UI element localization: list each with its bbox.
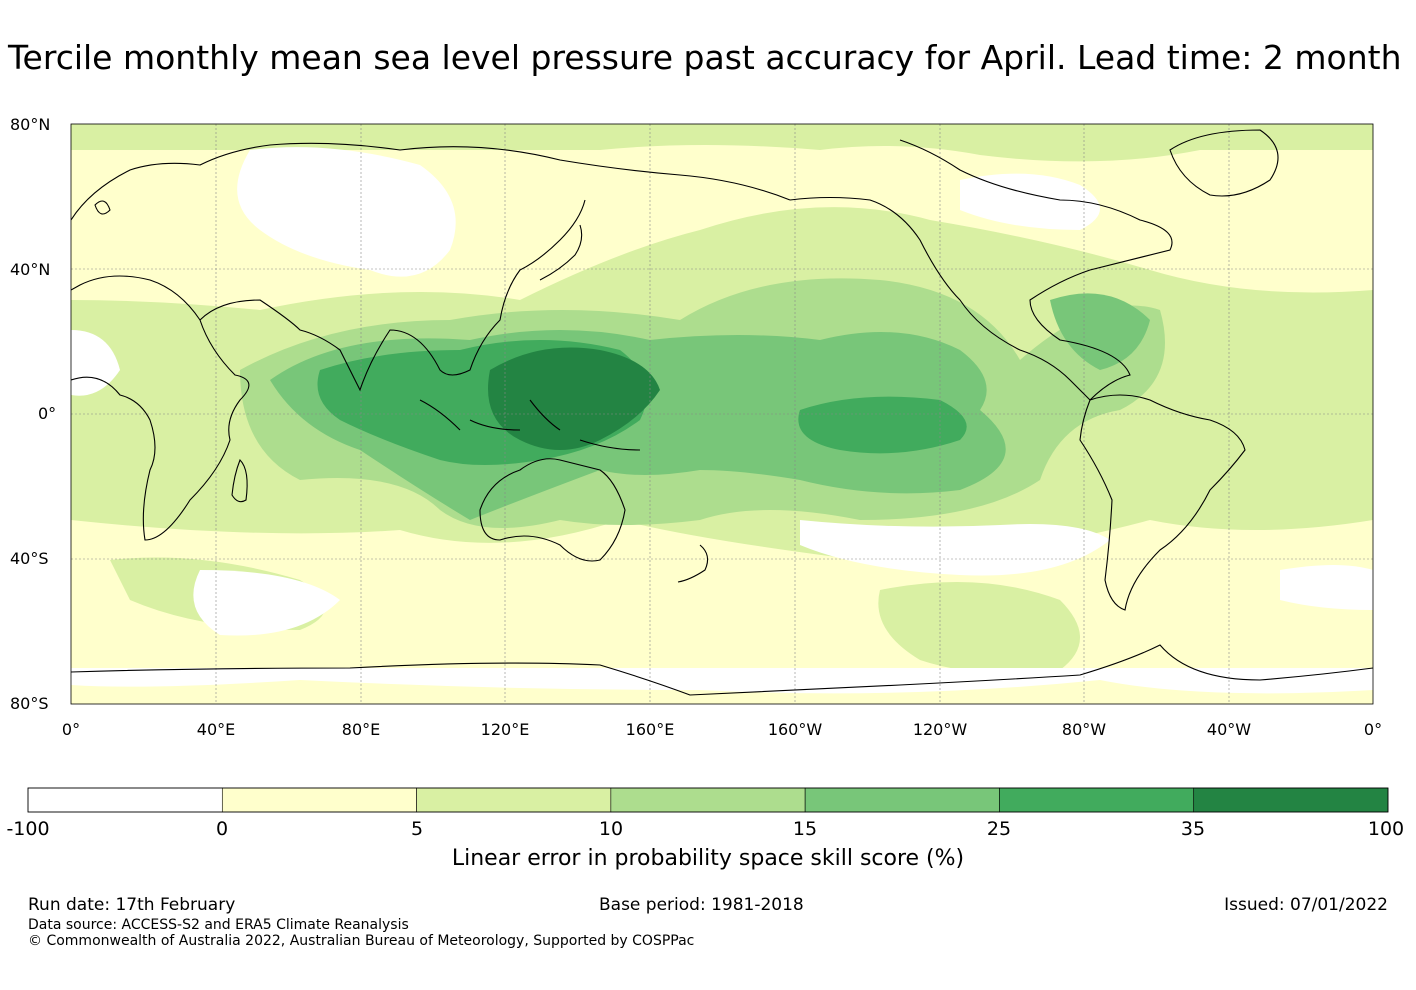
lon-tick-0-left: 0° (61, 720, 81, 739)
lon-tick-0-right: 0° (1363, 720, 1383, 739)
skill-map (70, 123, 1374, 705)
lat-tick-40s: 40°S (10, 549, 49, 568)
lon-tick-160w: 160°W (767, 720, 823, 739)
lat-tick-80s: 80°S (10, 694, 49, 713)
map-title: Tercile monthly mean sea level pressure … (8, 38, 1402, 77)
copyright: © Commonwealth of Australia 2022, Austra… (28, 933, 695, 949)
base-period: Base period: 1981-2018 (599, 895, 804, 915)
lon-tick-120w: 120°W (912, 720, 968, 739)
colorbar-cell (221, 787, 417, 813)
colorbar-title: Linear error in probability space skill … (451, 846, 965, 871)
lon-tick-160e: 160°E (625, 720, 675, 739)
lat-tick-0: 0° (38, 404, 57, 423)
colorbar-cell (27, 787, 223, 813)
coastlines (71, 129, 1373, 696)
colorbar-tick: 35 (1180, 818, 1206, 840)
data-source: Data source: ACCESS-S2 and ERA5 Climate … (28, 917, 409, 933)
colorbar-tick: -100 (6, 818, 50, 840)
lon-tick-120e: 120°E (480, 720, 530, 739)
graticule (71, 124, 1373, 704)
colorbar-tick: 15 (792, 818, 818, 840)
lon-tick-40w: 40°W (1206, 720, 1252, 739)
colorbar-tick: 10 (598, 818, 624, 840)
lon-tick-80e: 80°E (341, 720, 381, 739)
skill-field (71, 124, 1373, 704)
colorbar-cell (610, 787, 806, 813)
colorbar-cell (804, 787, 1000, 813)
lat-tick-80n: 80°N (10, 115, 51, 134)
colorbar (27, 787, 1389, 813)
run-date: Run date: 17th February (28, 895, 236, 915)
colorbar-cell (999, 787, 1195, 813)
issued-date: Issued: 07/01/2022 (1224, 895, 1388, 915)
colorbar-tick: 5 (410, 818, 424, 840)
lat-tick-40n: 40°N (10, 260, 51, 279)
colorbar-tick: 100 (1367, 818, 1405, 840)
colorbar-cell (416, 787, 612, 813)
colorbar-cell (1193, 787, 1389, 813)
colorbar-tick: 25 (986, 818, 1012, 840)
colorbar-tick: 0 (215, 818, 229, 840)
lon-tick-80w: 80°W (1061, 720, 1107, 739)
map-frame (70, 123, 1374, 705)
lon-tick-40e: 40°E (196, 720, 236, 739)
